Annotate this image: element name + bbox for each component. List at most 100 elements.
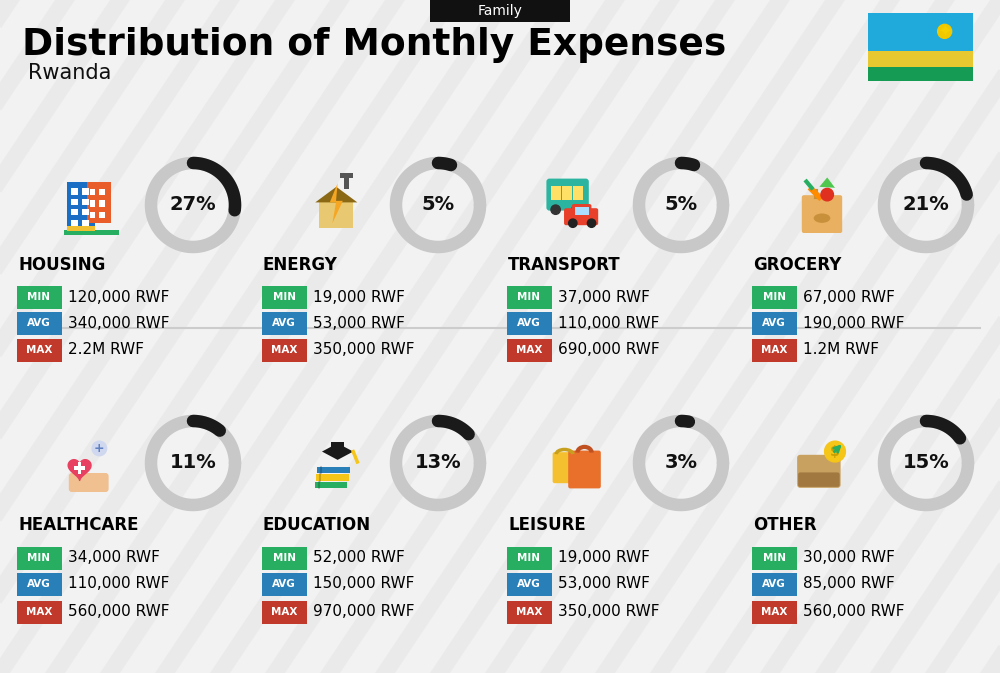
FancyBboxPatch shape bbox=[262, 546, 306, 569]
Text: AVG: AVG bbox=[517, 318, 541, 328]
FancyBboxPatch shape bbox=[262, 285, 306, 308]
Circle shape bbox=[821, 188, 833, 201]
FancyBboxPatch shape bbox=[802, 195, 842, 233]
FancyBboxPatch shape bbox=[507, 573, 552, 596]
Polygon shape bbox=[330, 183, 343, 223]
FancyBboxPatch shape bbox=[69, 473, 109, 492]
FancyBboxPatch shape bbox=[71, 199, 78, 205]
FancyBboxPatch shape bbox=[551, 186, 561, 199]
Text: Distribution of Monthly Expenses: Distribution of Monthly Expenses bbox=[22, 27, 726, 63]
Text: MIN: MIN bbox=[518, 553, 540, 563]
Text: +: + bbox=[94, 442, 105, 455]
FancyBboxPatch shape bbox=[90, 189, 95, 195]
Text: MAX: MAX bbox=[271, 607, 297, 617]
Text: 1.2M RWF: 1.2M RWF bbox=[803, 343, 879, 357]
FancyBboxPatch shape bbox=[752, 600, 796, 623]
Text: 340,000 RWF: 340,000 RWF bbox=[68, 316, 170, 330]
Text: GROCERY: GROCERY bbox=[753, 256, 841, 274]
Text: 67,000 RWF: 67,000 RWF bbox=[803, 289, 895, 304]
Text: 970,000 RWF: 970,000 RWF bbox=[313, 604, 415, 620]
FancyBboxPatch shape bbox=[573, 186, 583, 199]
FancyBboxPatch shape bbox=[82, 209, 89, 215]
Text: MAX: MAX bbox=[26, 607, 52, 617]
Text: MAX: MAX bbox=[761, 607, 787, 617]
FancyBboxPatch shape bbox=[564, 208, 598, 225]
Text: 5%: 5% bbox=[421, 195, 455, 215]
Text: MIN: MIN bbox=[272, 553, 296, 563]
FancyBboxPatch shape bbox=[71, 188, 78, 194]
Text: 34,000 RWF: 34,000 RWF bbox=[68, 551, 160, 565]
FancyBboxPatch shape bbox=[507, 339, 552, 361]
Text: MIN: MIN bbox=[763, 292, 786, 302]
FancyBboxPatch shape bbox=[99, 189, 105, 195]
FancyBboxPatch shape bbox=[74, 466, 85, 470]
FancyBboxPatch shape bbox=[16, 573, 62, 596]
FancyBboxPatch shape bbox=[868, 67, 973, 81]
FancyBboxPatch shape bbox=[64, 230, 119, 235]
FancyBboxPatch shape bbox=[316, 474, 349, 481]
FancyBboxPatch shape bbox=[90, 201, 95, 207]
Text: 11%: 11% bbox=[170, 454, 216, 472]
FancyBboxPatch shape bbox=[575, 207, 589, 215]
FancyBboxPatch shape bbox=[82, 188, 89, 194]
Text: AVG: AVG bbox=[272, 318, 296, 328]
Text: 30,000 RWF: 30,000 RWF bbox=[803, 551, 895, 565]
Circle shape bbox=[587, 219, 596, 227]
Text: 15%: 15% bbox=[903, 454, 949, 472]
FancyBboxPatch shape bbox=[752, 573, 796, 596]
Text: $: $ bbox=[830, 445, 840, 458]
Text: OTHER: OTHER bbox=[753, 516, 817, 534]
Text: 110,000 RWF: 110,000 RWF bbox=[558, 316, 659, 330]
Text: MAX: MAX bbox=[761, 345, 787, 355]
Text: AVG: AVG bbox=[762, 318, 786, 328]
FancyBboxPatch shape bbox=[507, 312, 552, 334]
Text: MIN: MIN bbox=[518, 292, 540, 302]
Text: 560,000 RWF: 560,000 RWF bbox=[68, 604, 170, 620]
Circle shape bbox=[569, 219, 577, 227]
Text: 150,000 RWF: 150,000 RWF bbox=[313, 577, 414, 592]
FancyBboxPatch shape bbox=[99, 212, 105, 218]
Text: MIN: MIN bbox=[28, 553, 50, 563]
Circle shape bbox=[572, 205, 581, 215]
Text: AVG: AVG bbox=[27, 579, 51, 589]
Text: 19,000 RWF: 19,000 RWF bbox=[558, 551, 650, 565]
Text: MAX: MAX bbox=[271, 345, 297, 355]
Text: 19,000 RWF: 19,000 RWF bbox=[313, 289, 405, 304]
Circle shape bbox=[92, 441, 107, 456]
FancyBboxPatch shape bbox=[99, 201, 105, 207]
FancyBboxPatch shape bbox=[344, 176, 349, 189]
FancyBboxPatch shape bbox=[572, 204, 591, 217]
Circle shape bbox=[938, 24, 952, 38]
Text: 85,000 RWF: 85,000 RWF bbox=[803, 577, 895, 592]
Text: HEALTHCARE: HEALTHCARE bbox=[18, 516, 138, 534]
Text: MAX: MAX bbox=[26, 345, 52, 355]
FancyBboxPatch shape bbox=[507, 600, 552, 623]
FancyBboxPatch shape bbox=[262, 339, 306, 361]
Text: 350,000 RWF: 350,000 RWF bbox=[558, 604, 660, 620]
Text: AVG: AVG bbox=[517, 579, 541, 589]
FancyBboxPatch shape bbox=[507, 546, 552, 569]
Text: 190,000 RWF: 190,000 RWF bbox=[803, 316, 904, 330]
Circle shape bbox=[551, 205, 560, 215]
FancyBboxPatch shape bbox=[16, 339, 62, 361]
Text: EDUCATION: EDUCATION bbox=[263, 516, 371, 534]
FancyBboxPatch shape bbox=[797, 455, 841, 488]
FancyBboxPatch shape bbox=[16, 312, 62, 334]
Text: Rwanda: Rwanda bbox=[28, 63, 111, 83]
Text: 5%: 5% bbox=[664, 195, 698, 215]
FancyBboxPatch shape bbox=[868, 13, 973, 51]
Text: 52,000 RWF: 52,000 RWF bbox=[313, 551, 405, 565]
Text: 120,000 RWF: 120,000 RWF bbox=[68, 289, 169, 304]
FancyBboxPatch shape bbox=[262, 312, 306, 334]
FancyBboxPatch shape bbox=[82, 199, 89, 205]
Ellipse shape bbox=[814, 213, 830, 223]
FancyBboxPatch shape bbox=[71, 219, 78, 226]
Polygon shape bbox=[315, 187, 357, 203]
Text: TRANSPORT: TRANSPORT bbox=[508, 256, 621, 274]
FancyBboxPatch shape bbox=[340, 173, 353, 178]
FancyBboxPatch shape bbox=[430, 0, 570, 22]
FancyBboxPatch shape bbox=[752, 339, 796, 361]
FancyBboxPatch shape bbox=[16, 600, 62, 623]
FancyBboxPatch shape bbox=[16, 546, 62, 569]
FancyBboxPatch shape bbox=[562, 186, 572, 199]
